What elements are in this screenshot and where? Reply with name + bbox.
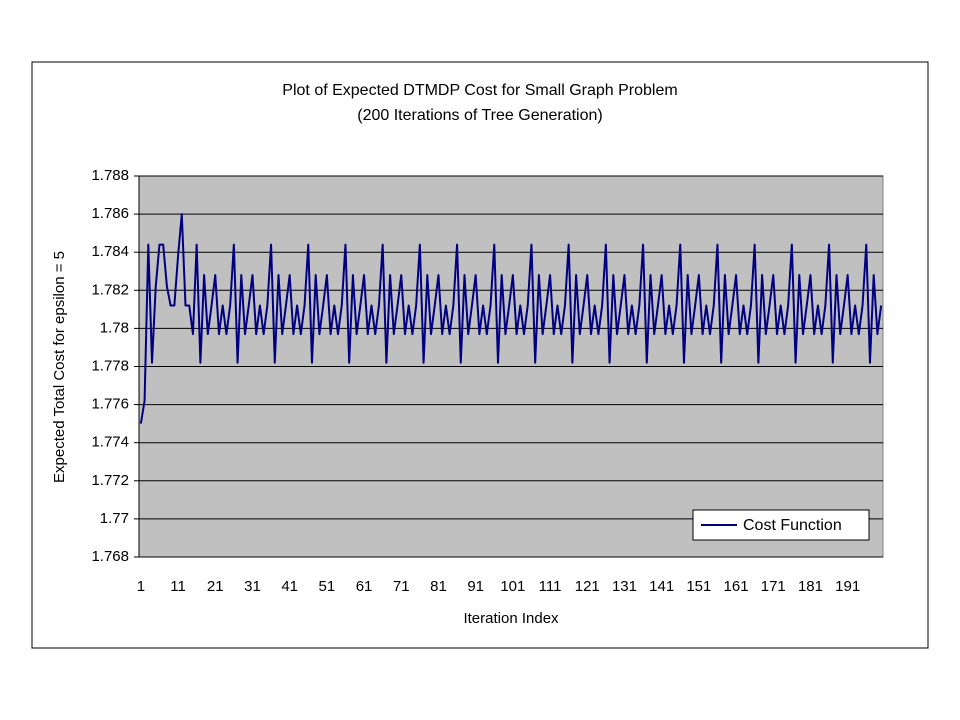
y-tick-label: 1.786	[91, 205, 129, 222]
y-tick-label: 1.776	[91, 396, 129, 413]
y-tick-label: 1.78	[100, 319, 129, 336]
x-tick-label: 111	[539, 578, 562, 595]
x-tick-label: 151	[686, 578, 711, 595]
legend-label: Cost Function	[743, 517, 842, 534]
x-tick-label: 91	[467, 578, 484, 595]
x-tick-label: 171	[761, 578, 786, 595]
y-tick-label: 1.782	[91, 281, 129, 298]
series-line	[139, 213, 883, 424]
chart-title: Plot of Expected DTMDP Cost for Small Gr…	[282, 82, 677, 99]
y-tick-label: 1.768	[91, 548, 129, 565]
y-tick-label: 1.774	[91, 434, 129, 451]
y-axis-label: Expected Total Cost for epsilon = 5	[51, 251, 68, 483]
x-tick-label: 141	[649, 578, 674, 595]
y-tick-label: 1.77	[100, 510, 129, 527]
x-tick-label: 81	[430, 578, 447, 595]
x-tick-label: 21	[207, 578, 224, 595]
x-tick-label: 161	[724, 578, 749, 595]
x-tick-label: 131	[612, 578, 637, 595]
x-tick-label: 191	[835, 578, 860, 595]
x-tick-label: 1	[137, 578, 145, 595]
y-tick-label: 1.784	[91, 243, 129, 260]
legend-box	[692, 509, 870, 541]
chart-subtitle: (200 Iterations of Tree Generation)	[357, 107, 602, 124]
x-tick-label: 61	[356, 578, 373, 595]
x-tick-label: 31	[244, 578, 261, 595]
x-axis-label: Iteration Index	[463, 610, 559, 627]
x-tick-label: 101	[500, 578, 525, 595]
x-tick-label: 181	[798, 578, 823, 595]
y-tick-label: 1.772	[91, 472, 129, 489]
x-tick-label: 71	[393, 578, 410, 595]
x-tick-label: 51	[319, 578, 336, 595]
y-tick-label: 1.778	[91, 357, 129, 374]
x-tick-label: 11	[170, 578, 186, 595]
x-tick-label: 41	[281, 578, 298, 595]
x-tick-label: 121	[575, 578, 600, 595]
y-tick-label: 1.788	[91, 167, 129, 184]
